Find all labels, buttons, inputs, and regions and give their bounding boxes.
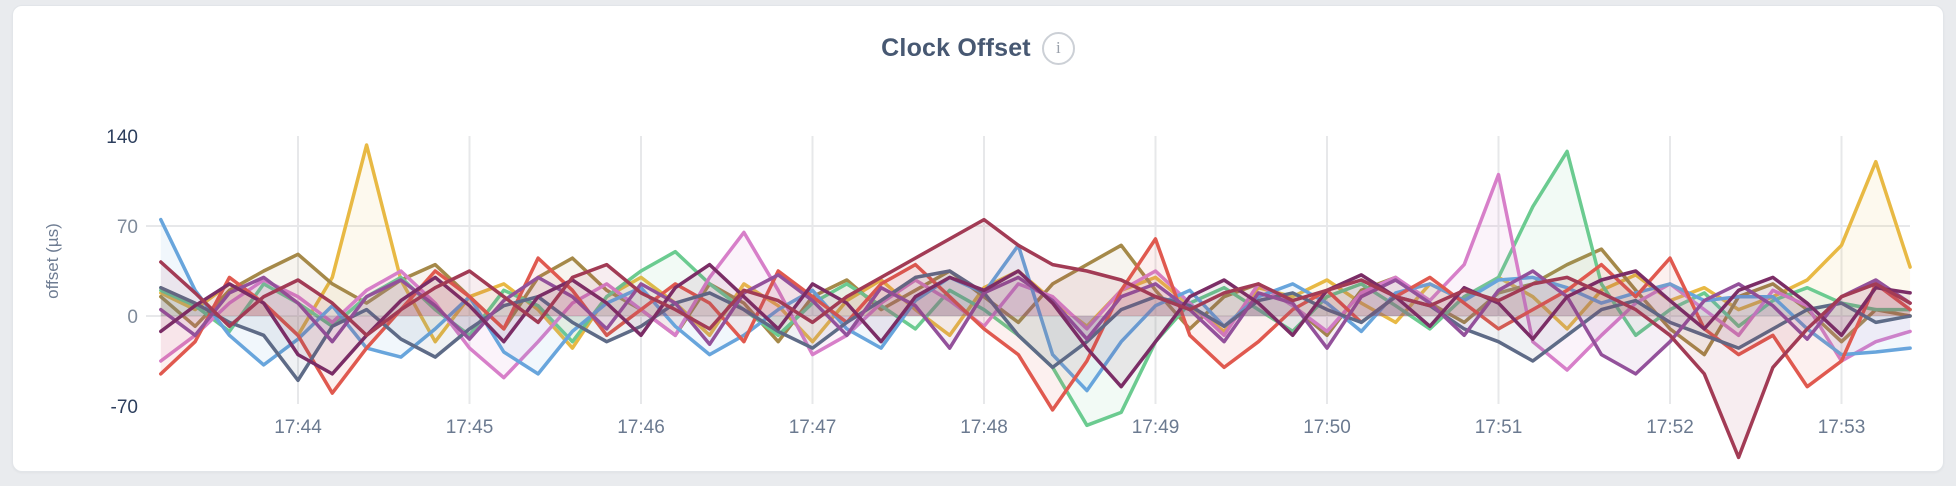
series-2-area [160,245,1911,355]
y-tick-label: -70 [111,397,138,418]
x-tick-label: 17:50 [1303,417,1351,438]
x-tick-label: 17:45 [446,417,494,438]
series-7-area [160,271,1911,381]
x-tick-label: 17:48 [960,417,1008,438]
y-tick-label: 140 [106,127,138,148]
chart-header: Clock Offset i [13,32,1943,65]
x-tick-label: 17:44 [274,417,322,438]
chart-title: Clock Offset [881,34,1031,62]
series-6-area [160,238,1911,410]
x-tick-label: 17:49 [1132,417,1180,438]
chart-card: Clock Offset i offset (µs) 17:44 17:45 17:… [12,5,1944,472]
series-9-line [159,262,1912,389]
series-7-line [159,269,1912,383]
series-6-line [159,237,1912,412]
y-tick-label: 70 [117,217,138,238]
x-tick-label: 17:52 [1646,417,1694,438]
series-8-area [160,271,1911,374]
x-tick-label: 17:47 [789,417,837,438]
x-tick-label: 17:53 [1818,417,1866,438]
x-tick-label: 17:46 [617,417,665,438]
x-tick-label: 17:51 [1475,417,1523,438]
series-9-area [160,264,1911,387]
series-5-line [159,217,1912,393]
clock-offset-chart[interactable]: 17:44 17:45 17:46 17:47 17:48 17:49 17:50 17:51… [13,6,1943,471]
y-tick-label: 0 [127,307,138,328]
series-10-line [159,217,1912,460]
info-icon[interactable]: i [1041,32,1075,65]
series-10-area [160,219,1911,458]
series-3-area [160,151,1911,426]
